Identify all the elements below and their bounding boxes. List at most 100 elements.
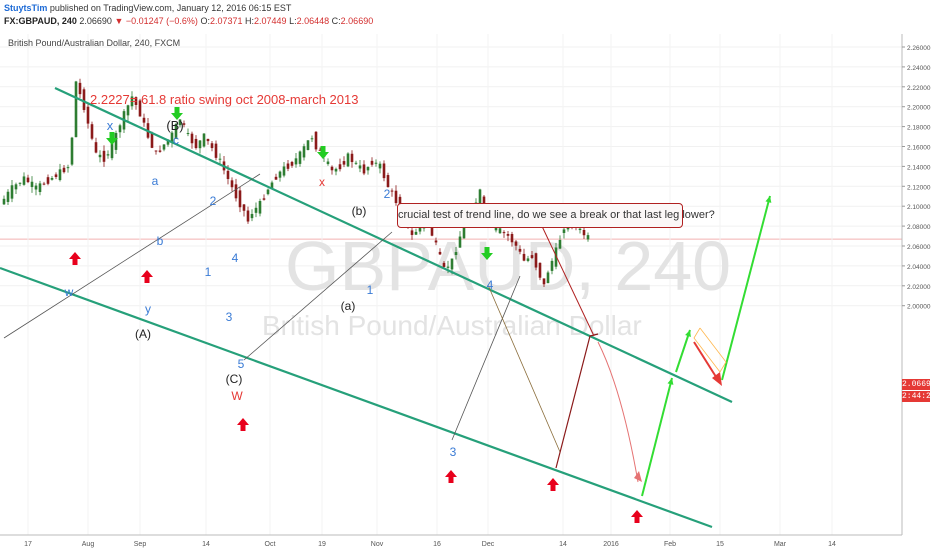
candle-body bbox=[42, 183, 46, 185]
candle-body bbox=[366, 167, 370, 171]
candle-body bbox=[430, 221, 434, 236]
green-down-arrow-icon bbox=[317, 146, 329, 159]
candle-body bbox=[26, 177, 30, 183]
wave-label: (B) bbox=[166, 118, 183, 133]
x-axis: 17 Aug Sep 14 Oct 19 Nov 16 Dec 14 2016 Feb 15 Mar 14 bbox=[0, 534, 902, 548]
candle-body bbox=[554, 247, 558, 267]
candle-body bbox=[310, 138, 314, 140]
fib-annotation: 2.2227= 61.8 ratio swing oct 2008-march … bbox=[90, 92, 359, 107]
candle-body bbox=[266, 189, 270, 195]
wave-label: 4 bbox=[487, 278, 494, 292]
author-link[interactable]: StuytsTim bbox=[4, 3, 48, 13]
x-tick-label: 14 bbox=[202, 541, 210, 548]
wave-label: y bbox=[145, 302, 151, 316]
candle-body bbox=[318, 149, 322, 151]
green-down-arrow-icon bbox=[106, 132, 118, 145]
candle-body bbox=[454, 252, 458, 256]
publish-line: StuytsTim published on TradingView.com, … bbox=[4, 3, 291, 13]
wave-label: 5 bbox=[238, 357, 245, 371]
candle-body bbox=[446, 266, 450, 268]
y-tick-label: 2.02000 bbox=[907, 284, 931, 291]
candle-body bbox=[274, 176, 278, 180]
y-tick-label: 2.08000 bbox=[907, 224, 931, 231]
x-tick-label: Nov bbox=[371, 541, 384, 548]
projection-up-2-head bbox=[685, 330, 691, 337]
candle-body bbox=[218, 158, 222, 160]
projection-up-1-head bbox=[667, 378, 674, 385]
candle-body bbox=[286, 163, 290, 169]
red-up-arrow-icon bbox=[69, 252, 81, 265]
wave-label: 1 bbox=[367, 283, 374, 297]
candle-body bbox=[442, 262, 446, 267]
open-label: O: bbox=[200, 16, 210, 26]
candle-body bbox=[214, 143, 218, 158]
candle-body bbox=[526, 258, 530, 261]
candle-body bbox=[342, 161, 346, 165]
candle-body bbox=[34, 185, 38, 190]
candle-body bbox=[546, 272, 550, 284]
candle-body bbox=[6, 191, 10, 202]
projection-down-head bbox=[634, 471, 642, 482]
red-up-arrow-icon bbox=[631, 510, 643, 523]
candle-body bbox=[202, 133, 206, 147]
candle-body bbox=[22, 176, 26, 185]
x-tick-label: Feb bbox=[664, 541, 676, 548]
green-down-arrow-icon bbox=[481, 247, 493, 260]
x-tick-label: Mar bbox=[774, 541, 787, 548]
candle-body bbox=[374, 162, 378, 164]
candle-body bbox=[2, 198, 6, 205]
ohlc-line: FX:GBPAUD, 240 2.06690 ▼ −0.01247 (−0.6%… bbox=[4, 16, 373, 26]
candle-body bbox=[106, 154, 110, 156]
candle-body bbox=[298, 151, 302, 164]
candle-body bbox=[134, 97, 138, 105]
y-tick-label: 2.06000 bbox=[907, 244, 931, 251]
candle-body bbox=[330, 166, 334, 171]
candle-body bbox=[46, 177, 50, 184]
candle-body bbox=[258, 200, 262, 214]
candle-body bbox=[378, 163, 382, 169]
candle-body bbox=[150, 132, 154, 148]
candle-body bbox=[522, 253, 526, 261]
inner-trendline-3 bbox=[451, 275, 521, 441]
x-tick-label: 15 bbox=[716, 541, 724, 548]
y-tick-label: 2.26000 bbox=[907, 45, 931, 52]
wave-label: 2 bbox=[210, 194, 217, 208]
candle-body bbox=[162, 144, 166, 150]
price-series bbox=[2, 78, 590, 287]
wave-label: (b) bbox=[352, 204, 367, 218]
candle-body bbox=[586, 235, 590, 240]
candle-body bbox=[562, 229, 566, 233]
candle-body bbox=[166, 139, 170, 145]
candle-body bbox=[38, 183, 42, 193]
candle-body bbox=[582, 229, 586, 236]
y-tick-label: 2.04000 bbox=[907, 264, 931, 271]
y-tick-label: 2.16000 bbox=[907, 145, 931, 152]
candle-body bbox=[534, 253, 538, 268]
candle-body bbox=[58, 169, 62, 181]
wave-label: x bbox=[319, 175, 325, 189]
candle-body bbox=[314, 131, 318, 150]
candle-body bbox=[94, 142, 98, 153]
x-tick-label: 14 bbox=[559, 541, 567, 548]
x-tick-label: Dec bbox=[482, 541, 495, 548]
wave-label: 4 bbox=[232, 251, 239, 265]
candle-body bbox=[30, 181, 34, 188]
candle-body bbox=[18, 182, 22, 184]
trendlines bbox=[0, 87, 772, 529]
candle-body bbox=[138, 100, 142, 117]
candle-body bbox=[206, 138, 210, 142]
x-tick-label: Oct bbox=[265, 541, 276, 548]
projection-down-curve bbox=[597, 341, 639, 483]
candle-body bbox=[354, 162, 358, 164]
candle-body bbox=[262, 198, 266, 200]
open-value: 2.07371 bbox=[209, 16, 243, 26]
candle-body bbox=[174, 123, 178, 139]
callout-note: crucial test of trend line, do we see a … bbox=[397, 203, 715, 228]
candle-body bbox=[302, 146, 306, 158]
candle-body bbox=[254, 207, 258, 213]
x-tick-label: Sep bbox=[134, 541, 147, 548]
red-up-arrow-icon bbox=[141, 270, 153, 283]
wave-label: (A) bbox=[135, 327, 151, 341]
candle-body bbox=[246, 210, 250, 222]
